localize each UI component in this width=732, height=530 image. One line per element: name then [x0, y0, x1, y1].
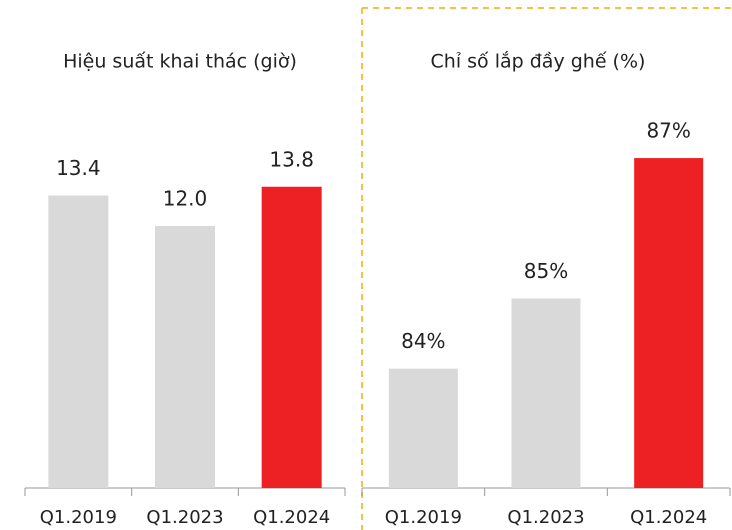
data-label: 13.4	[56, 156, 101, 180]
data-label: 12.0	[163, 187, 208, 211]
bar	[261, 186, 322, 488]
x-tick-label: Q1.2023	[507, 507, 584, 528]
x-tick-label: Q1.2024	[253, 507, 330, 528]
chart-title: Hiệu suất khai thác (giờ)	[63, 51, 297, 73]
data-label: 13.8	[269, 147, 314, 171]
data-label: 84%	[401, 329, 445, 353]
bar	[634, 158, 704, 488]
bar	[48, 195, 109, 489]
bar	[511, 298, 581, 488]
bar	[155, 226, 215, 489]
chart-title: Chỉ số lắp đầy ghế (%)	[431, 50, 646, 73]
data-label: 87%	[646, 119, 690, 143]
data-label: 85%	[524, 259, 568, 283]
bar	[388, 368, 458, 488]
x-tick-label: Q1.2024	[630, 507, 707, 528]
x-tick-label: Q1.2019	[40, 507, 117, 528]
x-tick-label: Q1.2019	[385, 507, 462, 528]
x-tick-label: Q1.2023	[146, 507, 223, 528]
